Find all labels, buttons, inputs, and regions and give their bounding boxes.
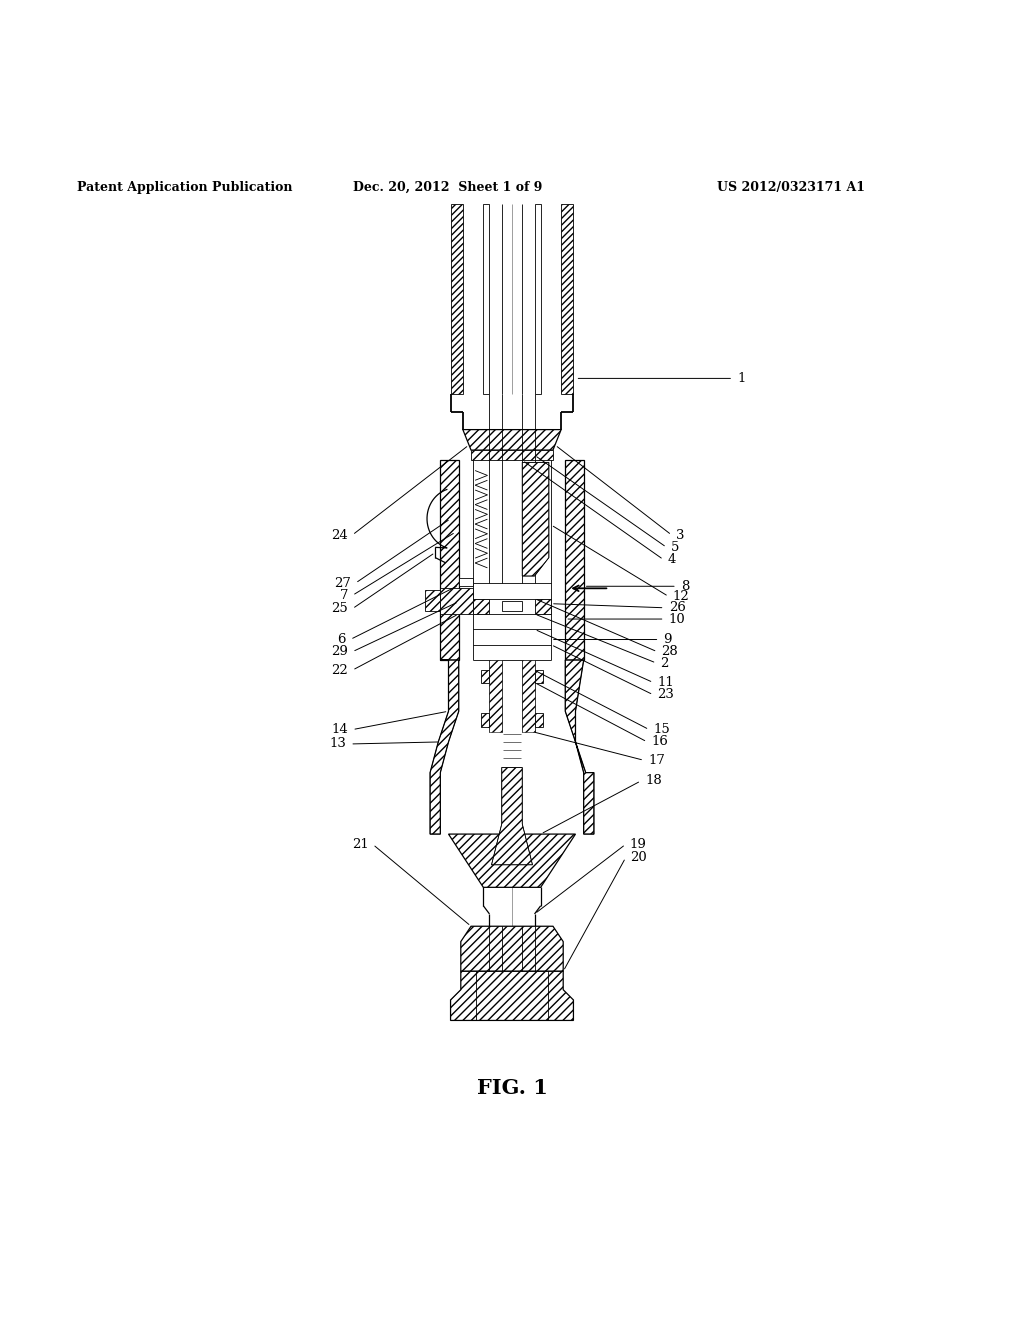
Polygon shape xyxy=(440,589,473,614)
Polygon shape xyxy=(451,205,463,393)
Polygon shape xyxy=(565,461,584,660)
Polygon shape xyxy=(535,713,543,726)
Polygon shape xyxy=(449,834,575,887)
Text: 1: 1 xyxy=(737,372,745,385)
Text: 6: 6 xyxy=(338,634,346,645)
Polygon shape xyxy=(492,767,532,865)
Polygon shape xyxy=(461,927,563,972)
Polygon shape xyxy=(425,590,440,611)
Text: 4: 4 xyxy=(668,553,676,566)
Text: 19: 19 xyxy=(630,838,646,851)
Text: 22: 22 xyxy=(332,664,348,677)
Polygon shape xyxy=(459,578,473,586)
Polygon shape xyxy=(502,601,522,611)
Text: 12: 12 xyxy=(673,590,689,603)
Text: 21: 21 xyxy=(352,838,369,851)
Text: Dec. 20, 2012  Sheet 1 of 9: Dec. 20, 2012 Sheet 1 of 9 xyxy=(353,181,543,194)
Polygon shape xyxy=(473,598,489,614)
Polygon shape xyxy=(463,429,561,450)
Polygon shape xyxy=(522,462,549,576)
Text: 2: 2 xyxy=(660,656,669,669)
Text: US 2012/0323171 A1: US 2012/0323171 A1 xyxy=(717,181,865,194)
Text: 13: 13 xyxy=(330,738,346,751)
Text: 8: 8 xyxy=(681,579,689,593)
Text: 24: 24 xyxy=(332,528,348,541)
Text: 3: 3 xyxy=(676,528,684,541)
Polygon shape xyxy=(561,205,573,393)
Polygon shape xyxy=(535,598,551,614)
Polygon shape xyxy=(440,461,459,660)
Text: 5: 5 xyxy=(671,541,679,554)
Text: 25: 25 xyxy=(332,602,348,615)
Polygon shape xyxy=(522,660,535,731)
Text: 29: 29 xyxy=(332,645,348,659)
Text: 9: 9 xyxy=(664,634,672,645)
Polygon shape xyxy=(481,671,489,682)
Text: 14: 14 xyxy=(332,723,348,737)
Polygon shape xyxy=(489,660,502,731)
Text: 28: 28 xyxy=(662,645,678,659)
Text: 26: 26 xyxy=(669,602,685,614)
Polygon shape xyxy=(430,660,459,834)
Text: 10: 10 xyxy=(669,612,685,626)
Text: 7: 7 xyxy=(340,589,348,602)
Polygon shape xyxy=(451,972,573,1020)
Text: 23: 23 xyxy=(657,688,674,701)
Text: 27: 27 xyxy=(335,577,351,590)
Text: 15: 15 xyxy=(653,723,670,737)
Text: Patent Application Publication: Patent Application Publication xyxy=(77,181,292,194)
Polygon shape xyxy=(535,671,543,682)
Text: 11: 11 xyxy=(657,676,674,689)
Text: 17: 17 xyxy=(648,754,665,767)
Polygon shape xyxy=(483,205,489,393)
Polygon shape xyxy=(535,205,541,393)
Text: FIG. 1: FIG. 1 xyxy=(476,1078,548,1098)
Polygon shape xyxy=(565,660,594,834)
Polygon shape xyxy=(481,713,489,726)
Text: 18: 18 xyxy=(645,775,662,787)
Text: 16: 16 xyxy=(651,735,668,748)
Text: 20: 20 xyxy=(630,851,646,865)
Polygon shape xyxy=(471,450,553,461)
